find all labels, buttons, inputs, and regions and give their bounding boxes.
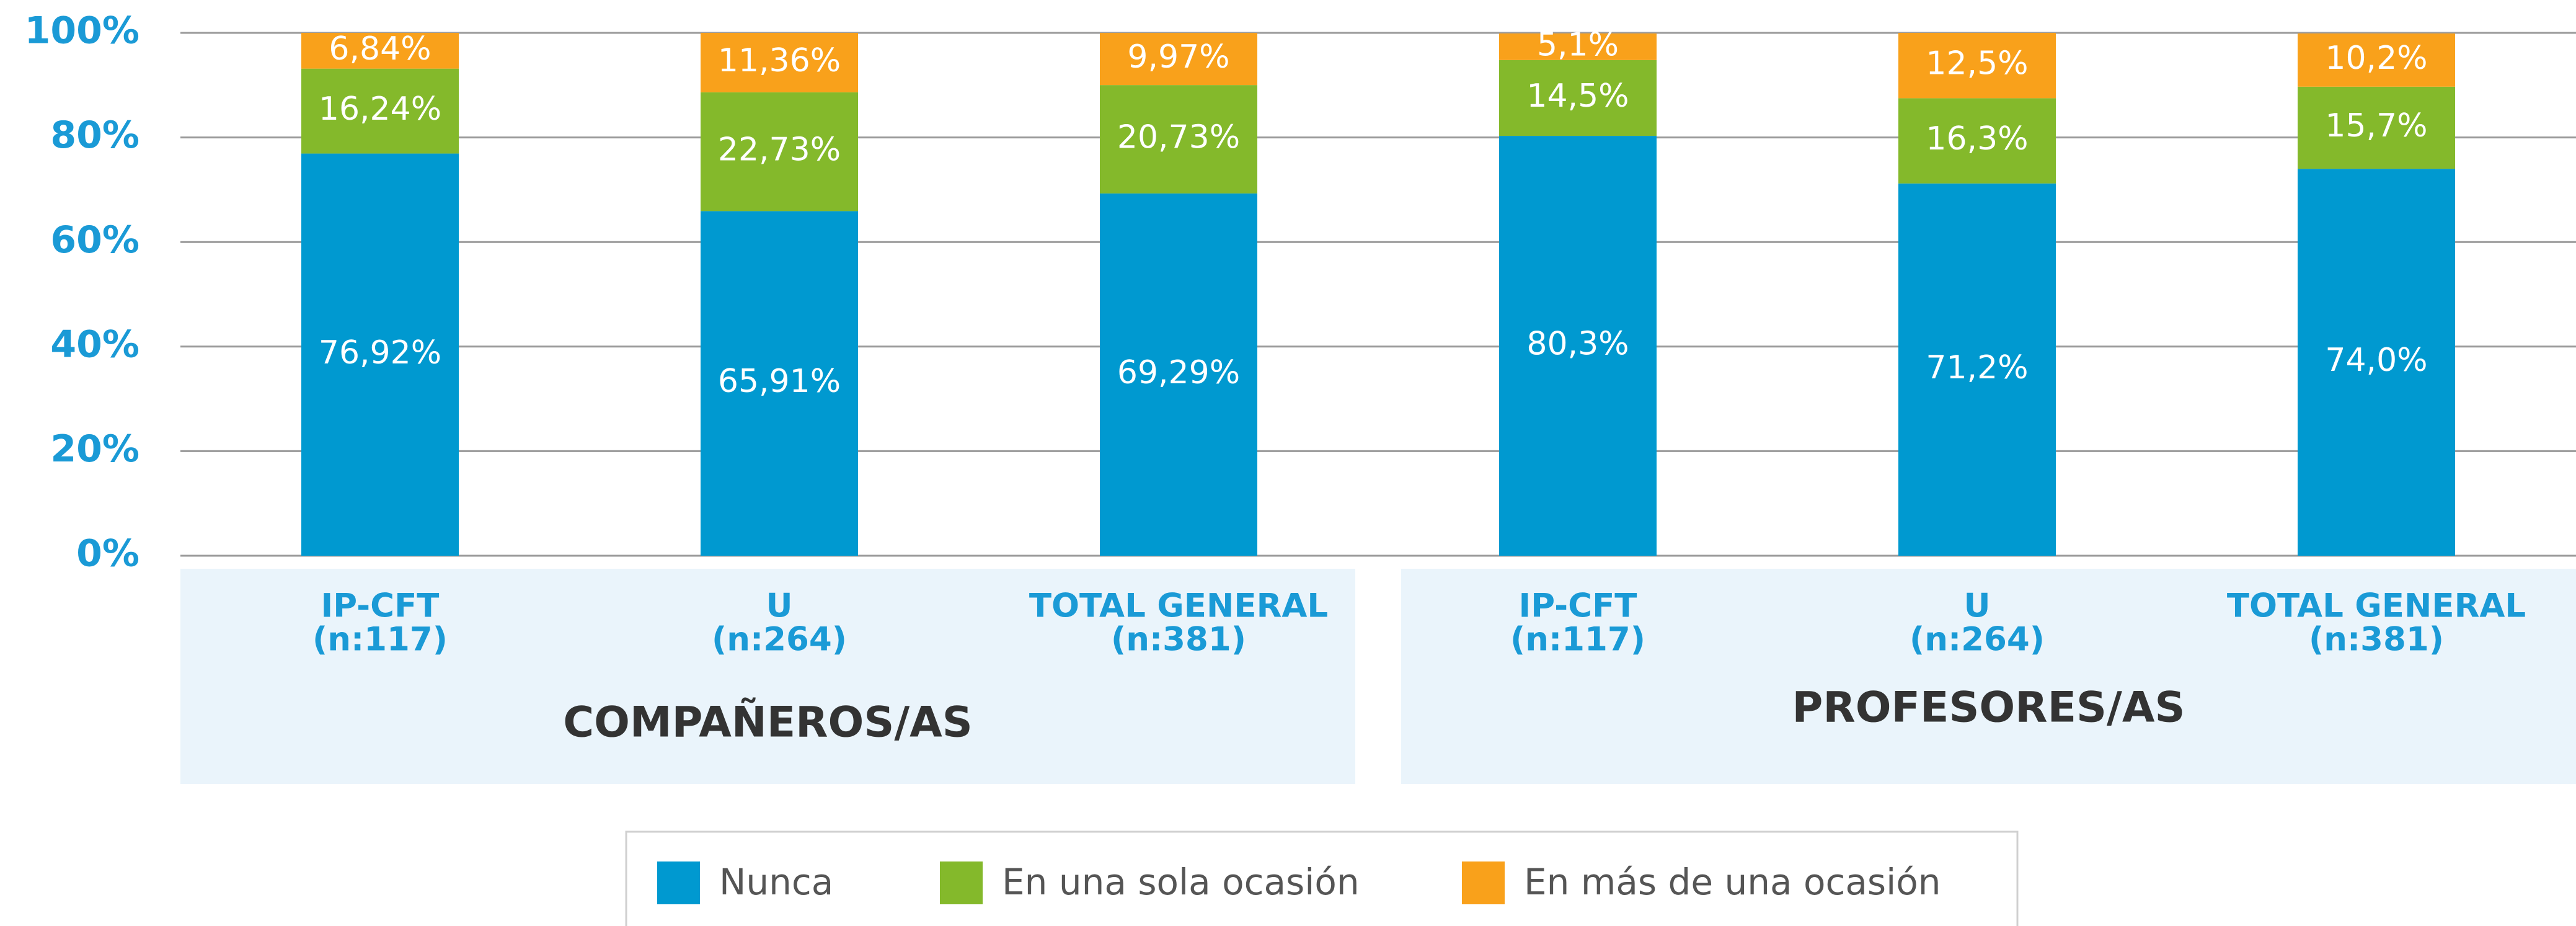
bar-segment [1100, 33, 1257, 86]
value-label: 10,2% [2325, 40, 2427, 77]
group-label: COMPAÑEROS/AS [563, 698, 973, 747]
bar-segment [301, 68, 459, 154]
y-tick-label: 80% [50, 114, 139, 157]
value-label: 22,73% [718, 131, 841, 169]
value-label: 16,3% [1926, 120, 2028, 158]
bar-segment [1499, 136, 1657, 556]
x-tick-label: TOTAL GENERAL [1029, 587, 1328, 625]
bar-segment [1499, 33, 1657, 60]
value-label: 11,36% [718, 42, 841, 79]
value-label: 9,97% [1127, 38, 1229, 76]
group-box [1401, 569, 2576, 784]
value-label: 76,92% [319, 334, 441, 372]
value-label: 69,29% [1117, 354, 1240, 391]
value-label: 20,73% [1117, 119, 1240, 156]
legend-label: En más de una ocasión [1524, 861, 1941, 903]
value-label: 5,1% [1537, 26, 1619, 63]
bar-segment [701, 92, 858, 211]
bar-segment [2298, 86, 2455, 169]
x-tick-label: (n:264) [712, 621, 847, 659]
x-tick-label: (n:264) [1910, 621, 2045, 659]
x-tick-label: U [766, 587, 792, 625]
bar-segment [2298, 33, 2455, 87]
x-tick-label: U [1963, 587, 1990, 625]
legend-box [625, 830, 2019, 926]
legend-label: Nunca [719, 861, 833, 903]
x-tick-label: (n:381) [2309, 621, 2444, 659]
value-label: 14,5% [1526, 78, 1629, 115]
bar-segment [1898, 98, 2056, 184]
y-tick-label: 60% [50, 218, 139, 262]
bar-segment [301, 153, 459, 556]
bar-segment [1898, 33, 2056, 99]
bar-segment [1898, 183, 2056, 556]
bar-segment [701, 211, 858, 556]
bar-segment [701, 33, 858, 92]
value-label: 15,7% [2325, 107, 2427, 145]
legend-label: En una sola ocasión [1002, 861, 1360, 903]
group-box [180, 569, 1355, 784]
value-label: 6,84% [329, 30, 431, 68]
x-tick-label: (n:117) [312, 621, 448, 659]
value-label: 65,91% [718, 363, 841, 400]
bar-segment [2298, 169, 2455, 556]
legend-swatch [1462, 861, 1505, 904]
x-tick-label: TOTAL GENERAL [2227, 587, 2526, 625]
value-label: 16,24% [319, 91, 441, 128]
group-label: PROFESORES/AS [1792, 683, 2185, 732]
x-tick-label: (n:381) [1111, 621, 1246, 659]
y-tick-label: 0% [76, 532, 139, 576]
y-tick-label: 100% [25, 9, 139, 53]
x-tick-label: (n:117) [1510, 621, 1645, 659]
y-tick-label: 40% [50, 323, 139, 366]
value-label: 12,5% [1926, 45, 2028, 82]
bar-segment [1100, 193, 1257, 556]
value-label: 74,0% [2325, 342, 2427, 379]
bar-segment [1499, 60, 1657, 136]
y-tick-label: 20% [50, 427, 139, 471]
legend-swatch [657, 861, 700, 904]
value-label: 71,2% [1926, 349, 2028, 386]
bar-segment [1100, 85, 1257, 194]
value-label: 80,3% [1526, 326, 1629, 363]
x-tick-label: IP-CFT [1519, 587, 1637, 625]
legend-swatch [940, 861, 983, 904]
bar-segment [301, 33, 459, 69]
x-tick-label: IP-CFT [321, 587, 440, 625]
